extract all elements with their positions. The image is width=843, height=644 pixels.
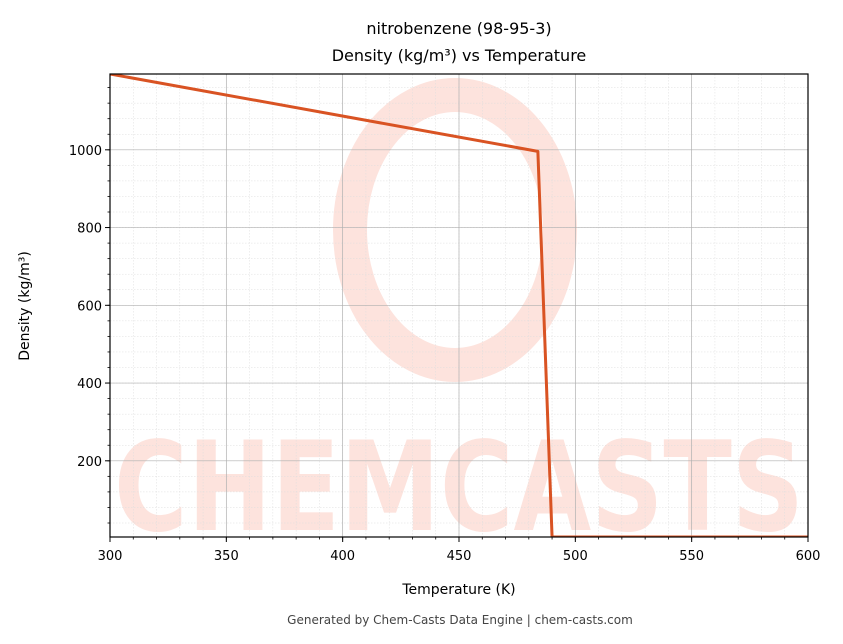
watermark-swirl [333, 78, 577, 382]
x-axis: 300 350 400 450 500 550 600 [98, 537, 821, 564]
chart-title: nitrobenzene (98-95-3) [366, 19, 551, 38]
y-tick-label: 800 [77, 222, 102, 237]
y-tick-label: 1000 [69, 144, 102, 159]
y-tick-label: 400 [77, 377, 102, 392]
y-tick-label: 200 [77, 455, 102, 470]
x-tick-label: 500 [563, 549, 588, 564]
chart-subtitle: Density (kg/m³) vs Temperature [332, 46, 587, 65]
x-tick-label: 600 [796, 549, 821, 564]
x-axis-label: Temperature (K) [401, 582, 515, 598]
footer-credit: Generated by Chem-Casts Data Engine | ch… [287, 613, 633, 627]
series-line-0 [110, 74, 808, 537]
x-tick-label: 400 [330, 549, 355, 564]
x-tick-label: 350 [214, 549, 239, 564]
x-tick-label: 450 [447, 549, 472, 564]
y-tick-label: 600 [77, 299, 102, 314]
x-tick-label: 300 [98, 549, 123, 564]
y-axis: 200 400 600 800 1000 [69, 87, 110, 524]
series-layer [110, 74, 808, 537]
x-tick-label: 550 [679, 549, 704, 564]
y-axis-label: Density (kg/m³) [17, 251, 33, 361]
